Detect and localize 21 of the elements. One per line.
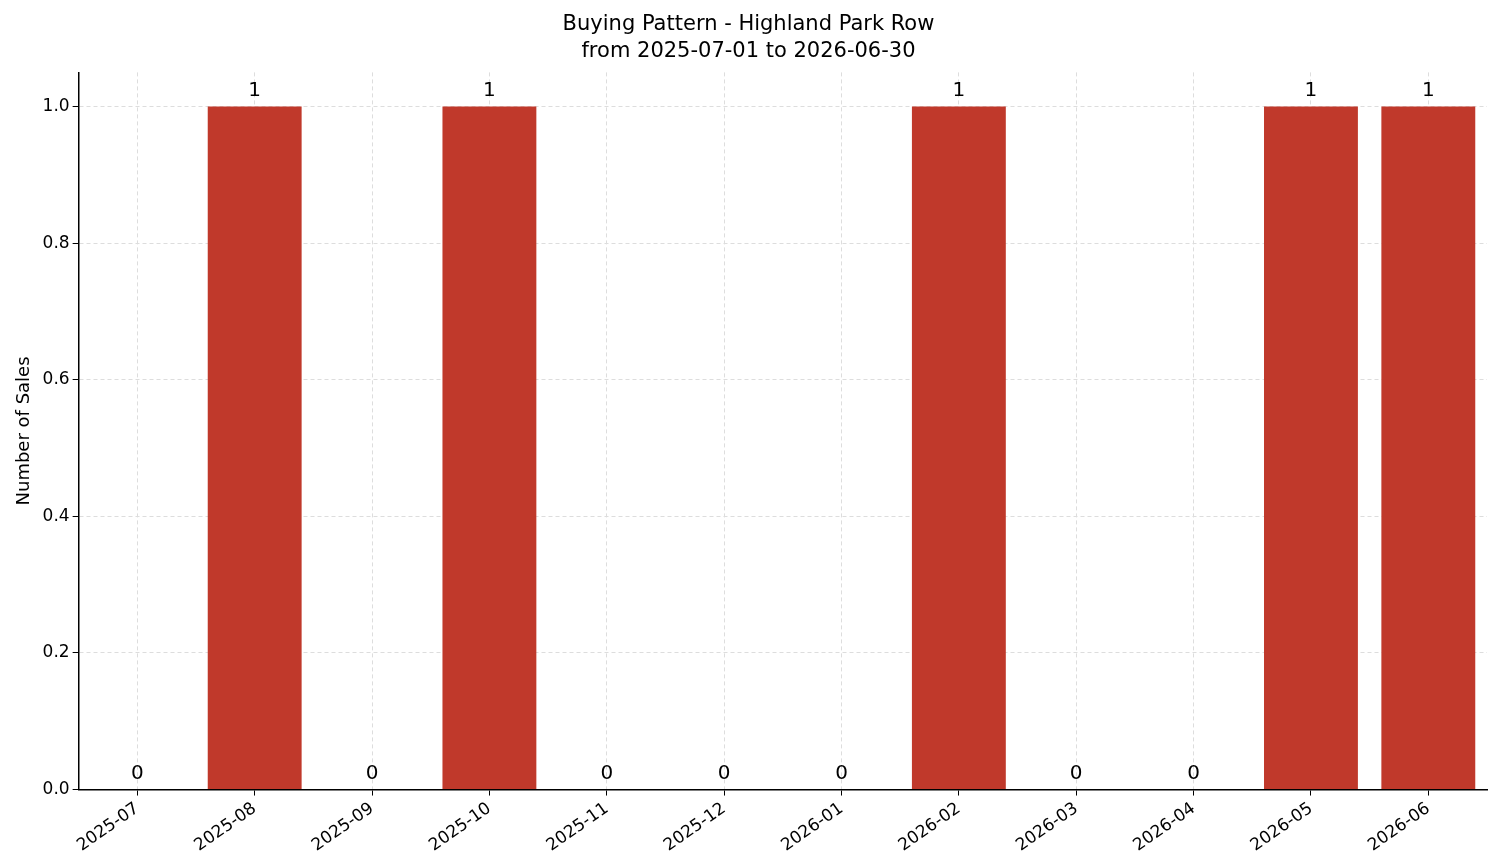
chart-subtitle: from 2025-07-01 to 2026-06-30	[581, 38, 916, 63]
y-tick-label: 0.4	[42, 504, 70, 525]
data-label: 1	[248, 76, 262, 101]
y-tick-label: 0.8	[42, 231, 70, 252]
data-label: 0	[600, 759, 614, 784]
data-label: 1	[952, 76, 966, 101]
chart-title: Buying Pattern - Highland Park Row	[562, 11, 935, 36]
data-label: 0	[130, 759, 144, 784]
data-label: 0	[717, 759, 731, 784]
data-label: 1	[1421, 76, 1435, 101]
data-label: 0	[1187, 759, 1200, 784]
data-label: 1	[483, 76, 496, 101]
data-label: 0	[365, 759, 379, 784]
y-tick-label: 0.2	[42, 641, 70, 662]
data-label: 0	[1069, 759, 1083, 784]
data-label: 1	[1304, 76, 1318, 101]
y-axis-title: Number of Sales	[12, 356, 34, 506]
y-tick-label: 0.6	[42, 368, 70, 389]
data-label: 0	[835, 759, 848, 784]
y-tick-label: 0.0	[42, 777, 70, 798]
y-tick-label: 1.0	[42, 94, 70, 115]
